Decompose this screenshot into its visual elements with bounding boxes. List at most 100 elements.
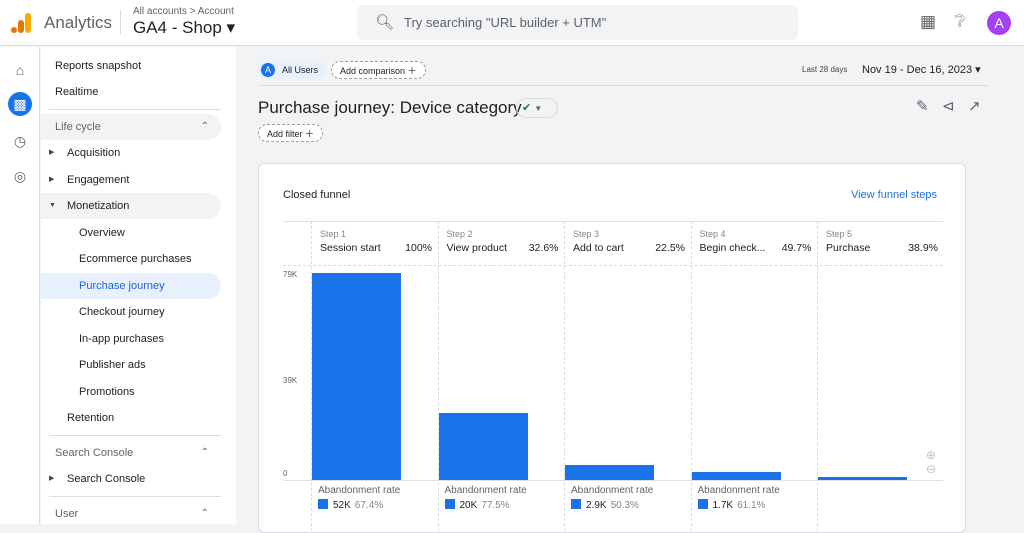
- home-icon[interactable]: ⌂: [15, 62, 25, 78]
- app-name: Analytics: [44, 13, 113, 32]
- section-user[interactable]: User ⌃: [41, 501, 221, 527]
- funnel-step-2[interactable]: Step 2 View product 32.6% Abandonment rat…: [437, 221, 565, 531]
- explore-icon[interactable]: ◷: [13, 133, 27, 149]
- step-label: Purchase: [826, 242, 871, 254]
- avatar[interactable]: A: [987, 11, 1011, 35]
- status-dropdown[interactable]: ✔︎ ▼: [516, 98, 558, 118]
- abandon-count: 52K: [333, 500, 351, 511]
- abandonment-value: 52K 67.4%: [318, 499, 383, 511]
- sidebar-item-search-console[interactable]: ▶ Search Console: [41, 466, 221, 492]
- legend-swatch: [571, 499, 581, 509]
- abandon-percent: 50.3%: [610, 500, 639, 511]
- main-content: A All Users Add comparison ＋ Last 28 days…: [236, 47, 1024, 533]
- step-number: Step 4: [699, 229, 726, 239]
- label: Engagement: [67, 174, 130, 186]
- sidebar-item-purchase-journey[interactable]: Purchase journey: [41, 273, 221, 299]
- funnel-bar[interactable]: [312, 273, 401, 480]
- property-selector[interactable]: GA4 - Shop ▾: [133, 18, 236, 37]
- abandonment-value: 2.9K 50.3%: [571, 499, 639, 511]
- help-icon[interactable]: ❔︎: [955, 12, 966, 31]
- nav-rail: ⌂ ▩ ◷ ◎: [0, 47, 40, 524]
- divider: [49, 435, 221, 436]
- chevron-up-icon: ⌃: [200, 121, 209, 132]
- step-percent: 49.7%: [781, 242, 812, 254]
- sidebar-item-acquisition[interactable]: ▶ Acquisition: [41, 140, 221, 166]
- funnel-type: Closed funnel: [283, 189, 351, 201]
- step-number: Step 2: [446, 229, 473, 239]
- divider: [258, 85, 988, 86]
- sidebar-item-monetization[interactable]: ▼ Monetization: [41, 193, 221, 219]
- add-comparison-button[interactable]: Add comparison ＋: [331, 61, 426, 79]
- abandon-percent: 77.5%: [481, 500, 510, 511]
- divider: [49, 496, 221, 497]
- page-title: Purchase journey: Device category: [258, 98, 522, 117]
- legend-swatch: [318, 499, 328, 509]
- funnel-step-3[interactable]: Step 3 Add to cart 22.5% Abandonment rate…: [564, 221, 691, 531]
- divider: [120, 10, 121, 34]
- caret-down-icon: ▼: [49, 202, 56, 209]
- sidebar-item-retention[interactable]: Retention: [67, 412, 115, 424]
- zoom-in-icon[interactable]: ⊕: [926, 448, 937, 462]
- analytics-logo: [11, 13, 31, 33]
- search-placeholder: Try searching "URL builder + UTM": [404, 15, 607, 30]
- legend-swatch: [697, 499, 708, 509]
- funnel-step-5[interactable]: Step 5 Purchase 38.9%: [817, 221, 944, 531]
- segment-badge: A: [261, 63, 275, 77]
- sidebar-item-checkout-journey[interactable]: Checkout journey: [79, 306, 165, 318]
- advertising-icon[interactable]: ◎: [13, 168, 27, 184]
- abandonment-label: Abandonment rate: [444, 485, 527, 496]
- segment-label: All Users: [282, 65, 319, 75]
- funnel-bar[interactable]: [565, 464, 654, 480]
- step-number: Step 3: [573, 229, 600, 239]
- chevron-up-icon: ⌃: [200, 447, 209, 458]
- sidebar-item-engagement[interactable]: ▶ Engagement: [41, 167, 221, 193]
- caret-right-icon: ▶: [49, 149, 55, 156]
- zoom-out-icon[interactable]: ⊖: [926, 462, 937, 476]
- view-funnel-steps-link[interactable]: View funnel steps: [850, 189, 937, 201]
- sidebar: Reports snapshot Realtime Life cycle ⌃ ▶ A…: [41, 47, 236, 524]
- edit-report-icon[interactable]: ✎: [916, 98, 929, 115]
- breadcrumb[interactable]: All accounts > Account: [133, 6, 234, 17]
- step-percent: 32.6%: [528, 242, 559, 254]
- step-label: View product: [446, 242, 508, 254]
- step-percent: 38.9%: [908, 242, 938, 254]
- section-label: Search Console: [55, 447, 134, 459]
- divider: [49, 109, 221, 110]
- section-label: User: [55, 508, 79, 520]
- sidebar-item-realtime[interactable]: Realtime: [55, 86, 99, 98]
- y-tick: 79K: [283, 270, 298, 279]
- segment-chip[interactable]: A All Users: [258, 61, 327, 79]
- sidebar-item-in-app-purchases[interactable]: In-app purchases: [79, 333, 164, 345]
- abandon-percent: 61.1%: [737, 500, 766, 511]
- section-search-console[interactable]: Search Console ⌃: [41, 440, 221, 466]
- legend-swatch: [444, 499, 455, 509]
- caret-right-icon: ▶: [49, 176, 55, 183]
- funnel-step-4[interactable]: Step 4 Begin check... 49.7% Abandonment r…: [690, 221, 818, 531]
- insights-icon[interactable]: ↗: [968, 98, 981, 115]
- step-label: Begin check...: [699, 242, 766, 254]
- funnel-step-1[interactable]: Step 1 Session start 100% Abandonment rat…: [311, 221, 438, 531]
- add-filter-button[interactable]: Add filter ＋: [258, 124, 324, 142]
- apps-grid-icon[interactable]: ▦: [920, 12, 937, 31]
- funnel-bar[interactable]: [818, 477, 907, 480]
- abandon-count: 2.9K: [586, 500, 607, 511]
- reports-icon[interactable]: ▩: [8, 92, 32, 116]
- sidebar-item-publisher-ads[interactable]: Publisher ads: [79, 359, 146, 371]
- sidebar-item-ecommerce-purchases[interactable]: Ecommerce purchases: [79, 253, 192, 265]
- sidebar-item-promotions[interactable]: Promotions: [79, 386, 135, 398]
- section-life-cycle[interactable]: Life cycle ⌃: [41, 114, 221, 140]
- step-label: Session start: [320, 242, 381, 254]
- step-percent: 100%: [405, 242, 432, 254]
- label: Monetization: [67, 200, 130, 212]
- sidebar-item-reports-snapshot[interactable]: Reports snapshot: [55, 60, 142, 72]
- top-bar: Analytics All accounts > Account GA4 - S…: [0, 0, 1024, 46]
- funnel-bar[interactable]: [438, 412, 528, 480]
- funnel-bar[interactable]: [691, 472, 781, 480]
- abandon-percent: 67.4%: [354, 500, 384, 511]
- step-label: Add to cart: [573, 242, 624, 254]
- share-icon[interactable]: ⊲: [942, 98, 955, 115]
- search-input[interactable]: 🔍︎ Try searching "URL builder + UTM": [357, 5, 798, 40]
- abandonment-value: 1.7K 61.1%: [697, 499, 766, 511]
- sidebar-item-overview[interactable]: Overview: [79, 227, 125, 239]
- date-range-picker[interactable]: Nov 19 - Dec 16, 2023 ▾: [862, 64, 981, 76]
